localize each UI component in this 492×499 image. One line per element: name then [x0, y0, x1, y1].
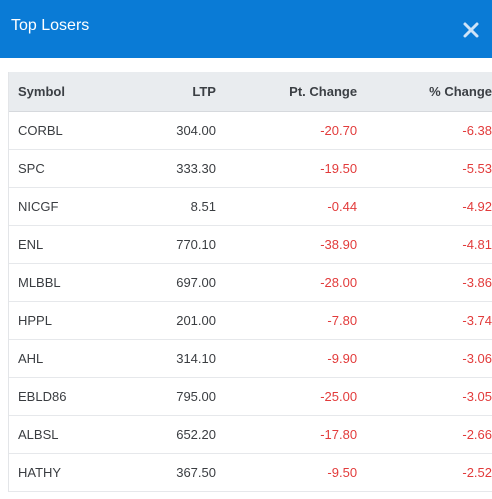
cell-pct-change: -3.05 [462, 388, 492, 404]
table-header: Symbol LTP Pt. Change % Change [9, 72, 492, 112]
cell-symbol: HPPL [18, 312, 52, 328]
losers-table-container: Symbol LTP Pt. Change % Change CORBL 304… [8, 72, 492, 492]
cell-ltp: 652.20 [176, 426, 216, 442]
cell-pt-change: -19.50 [320, 160, 358, 176]
column-header-ltp[interactable]: LTP [127, 72, 216, 112]
cell-symbol: HATHY [18, 464, 62, 480]
cell-pt-change: -7.80 [327, 312, 358, 328]
table-row[interactable]: MLBBL 697.00 -28.00 -3.86 [9, 263, 492, 301]
cell-pt-change: -20.70 [320, 122, 358, 138]
cell-pct-change: -3.74 [462, 312, 492, 328]
table-row[interactable]: CORBL 304.00 -20.70 -6.38 [9, 111, 492, 149]
table-row[interactable]: HPPL 201.00 -7.80 -3.74 [9, 301, 492, 339]
table-row[interactable]: AHL 314.10 -9.90 -3.06 [9, 339, 492, 377]
close-button[interactable] [462, 21, 480, 39]
cell-ltp: 697.00 [176, 274, 216, 290]
cell-ltp: 795.00 [176, 388, 216, 404]
cell-ltp: 333.30 [176, 160, 216, 176]
cell-symbol: AHL [18, 350, 44, 366]
losers-table: Symbol LTP Pt. Change % Change CORBL 304… [9, 72, 492, 492]
table-row[interactable]: HATHY 367.50 -9.50 -2.52 [9, 453, 492, 491]
cell-pt-change: -28.00 [320, 274, 358, 290]
table-body: CORBL 304.00 -20.70 -6.38 SPC 333.30 -19… [9, 111, 492, 491]
cell-symbol: SPC [18, 160, 45, 176]
cell-ltp: 304.00 [176, 122, 216, 138]
modal-title: Top Losers [11, 17, 90, 34]
cell-ltp: 8.51 [190, 198, 216, 214]
cell-pct-change: -2.52 [462, 464, 492, 480]
cell-pt-change: -9.90 [327, 350, 358, 366]
cell-pct-change: -5.53 [462, 160, 492, 176]
cell-pt-change: -38.90 [320, 236, 358, 252]
table-row[interactable]: ALBSL 652.20 -17.80 -2.66 [9, 415, 492, 453]
cell-pct-change: -3.86 [462, 274, 492, 290]
cell-ltp: 314.10 [176, 350, 216, 366]
cell-ltp: 367.50 [176, 464, 216, 480]
cell-symbol: EBLD86 [18, 388, 67, 404]
cell-pct-change: -2.66 [462, 426, 492, 442]
modal-header: Top Losers [0, 0, 492, 58]
cell-symbol: ALBSL [18, 426, 59, 442]
cell-pct-change: -6.38 [462, 122, 492, 138]
column-header-symbol[interactable]: Symbol [9, 72, 128, 112]
cell-pt-change: -9.50 [327, 464, 358, 480]
cell-pt-change: -0.44 [327, 198, 358, 214]
cell-pt-change: -25.00 [320, 388, 358, 404]
table-row[interactable]: SPC 333.30 -19.50 -5.53 [9, 149, 492, 187]
cell-ltp: 770.10 [176, 236, 216, 252]
cell-pct-change: -4.92 [462, 198, 492, 214]
cell-symbol: MLBBL [18, 274, 61, 290]
cell-symbol: NICGF [18, 198, 59, 214]
table-row[interactable]: EBLD86 795.00 -25.00 -3.05 [9, 377, 492, 415]
table-header-row: Symbol LTP Pt. Change % Change [9, 72, 492, 112]
cell-pct-change: -4.81 [462, 236, 492, 252]
close-icon [463, 22, 479, 38]
cell-symbol: ENL [18, 236, 44, 252]
cell-pt-change: -17.80 [320, 426, 358, 442]
column-header-pt-change[interactable]: Pt. Change [215, 72, 358, 112]
cell-symbol: CORBL [18, 122, 63, 138]
column-header-pct-change[interactable]: % Change [357, 72, 492, 112]
table-row[interactable]: ENL 770.10 -38.90 -4.81 [9, 225, 492, 263]
table-row[interactable]: NICGF 8.51 -0.44 -4.92 [9, 187, 492, 225]
cell-pct-change: -3.06 [462, 350, 492, 366]
cell-ltp: 201.00 [176, 312, 216, 328]
